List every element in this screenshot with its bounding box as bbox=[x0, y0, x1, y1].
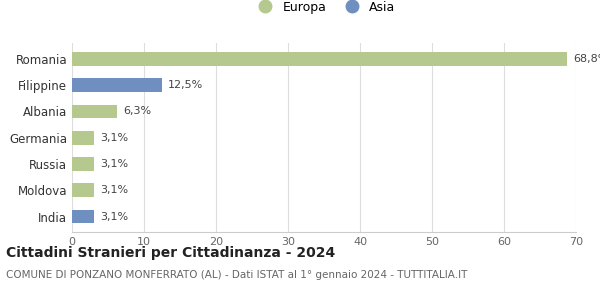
Bar bbox=[72, 210, 94, 223]
Text: Cittadini Stranieri per Cittadinanza - 2024: Cittadini Stranieri per Cittadinanza - 2… bbox=[6, 246, 335, 260]
Bar bbox=[72, 78, 162, 92]
Bar bbox=[72, 105, 118, 118]
Bar bbox=[72, 184, 94, 197]
Text: 3,1%: 3,1% bbox=[100, 159, 128, 169]
Legend: Europa, Asia: Europa, Asia bbox=[249, 0, 399, 17]
Text: 6,3%: 6,3% bbox=[123, 106, 151, 117]
Text: 3,1%: 3,1% bbox=[100, 212, 128, 222]
Text: COMUNE DI PONZANO MONFERRATO (AL) - Dati ISTAT al 1° gennaio 2024 - TUTTITALIA.I: COMUNE DI PONZANO MONFERRATO (AL) - Dati… bbox=[6, 270, 467, 280]
Text: 3,1%: 3,1% bbox=[100, 185, 128, 195]
Text: 3,1%: 3,1% bbox=[100, 133, 128, 143]
Bar bbox=[72, 157, 94, 171]
Bar bbox=[72, 52, 568, 66]
Text: 68,8%: 68,8% bbox=[573, 54, 600, 64]
Bar bbox=[72, 131, 94, 145]
Text: 12,5%: 12,5% bbox=[168, 80, 203, 90]
